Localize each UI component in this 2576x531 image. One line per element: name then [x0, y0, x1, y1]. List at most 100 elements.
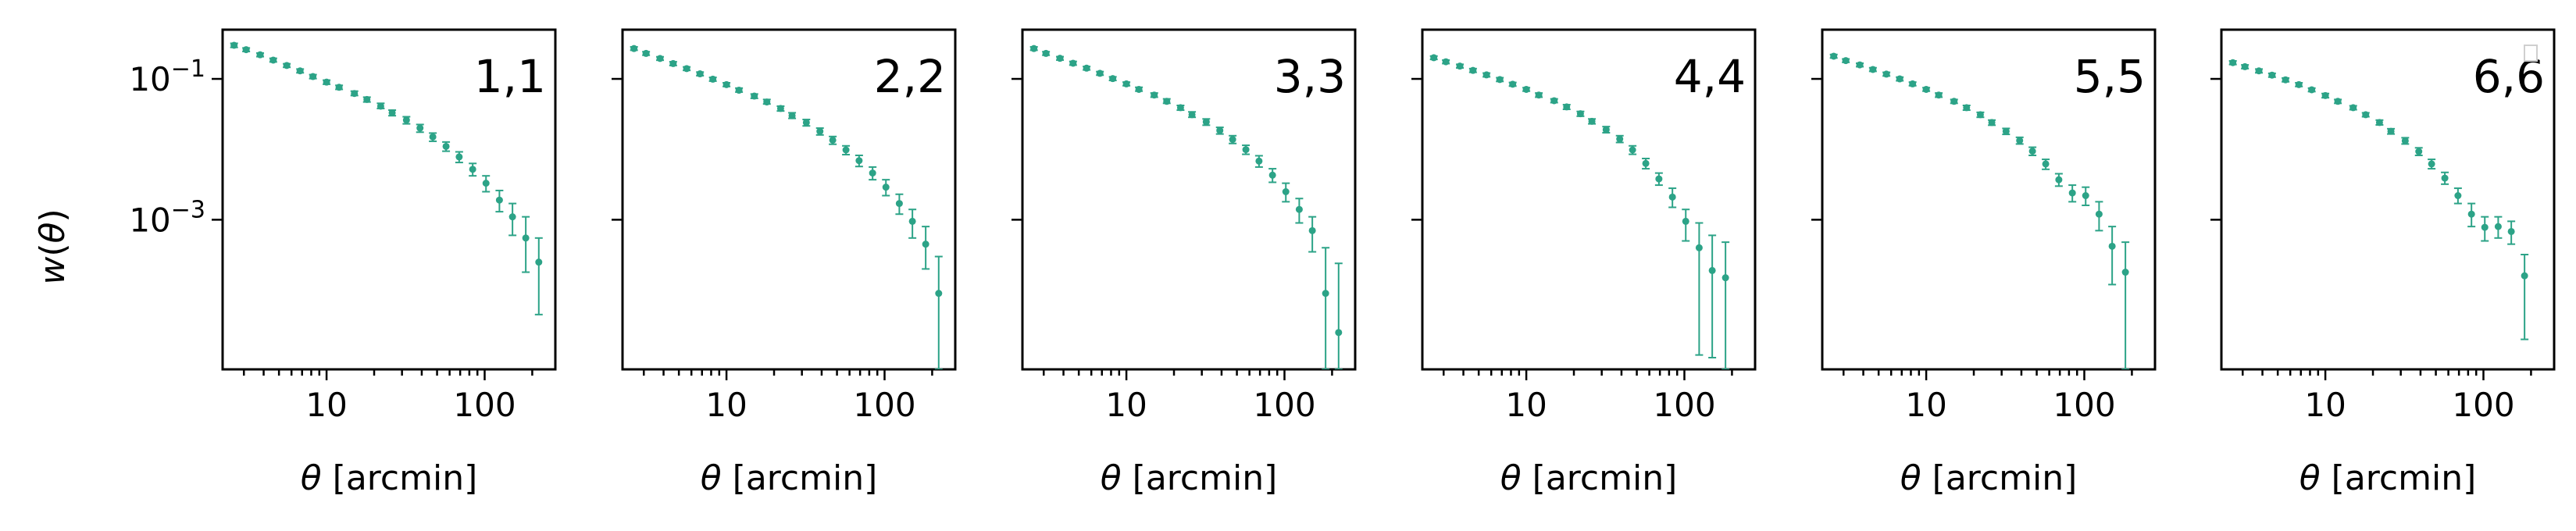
x-axis-label-theta: θ [1500, 458, 1522, 498]
data-marker [1109, 75, 1117, 83]
data-marker [776, 105, 784, 112]
data-point [1882, 70, 1891, 78]
x-axis-label: θ [arcmin] [1900, 458, 2078, 498]
data-point [2375, 119, 2384, 127]
data-point [242, 46, 251, 54]
data-marker [1188, 111, 1196, 119]
y-axis-label-close: ) [33, 208, 73, 222]
data-marker [1550, 97, 1558, 105]
data-point [630, 45, 638, 52]
data-point [1083, 64, 1091, 72]
x-axis-label: θ [arcmin] [1101, 458, 1278, 498]
data-point [1654, 172, 1663, 187]
data-marker [335, 84, 343, 91]
data-point [350, 90, 359, 98]
x-tick-label: 10 [2304, 386, 2346, 424]
data-marker [1535, 91, 1543, 99]
y-tick-label: 10−3 [129, 196, 205, 239]
data-point [1334, 262, 1343, 369]
data-point [2507, 220, 2516, 245]
data-marker [2042, 160, 2050, 168]
data-marker [230, 41, 238, 49]
x-axis-label-unit: [arcmin] [322, 458, 478, 498]
data-point [388, 109, 397, 117]
data-marker [1869, 66, 1877, 73]
data-marker [1708, 266, 1716, 274]
data-marker [1655, 175, 1663, 183]
data-marker [1896, 75, 1903, 83]
data-point [2349, 104, 2357, 112]
data-point [429, 132, 437, 142]
panel-label: 5,5 [2074, 50, 2146, 103]
data-series [2228, 59, 2529, 340]
data-point [1042, 49, 1051, 57]
data-point [283, 62, 291, 69]
data-point [815, 127, 824, 136]
data-point [1295, 198, 1304, 224]
data-point [1188, 111, 1197, 119]
x-axis-label-theta: θ [701, 458, 722, 498]
data-marker [1151, 91, 1158, 99]
data-point [230, 41, 238, 49]
data-point [256, 51, 265, 59]
data-marker [1563, 103, 1571, 111]
data-marker [482, 180, 490, 187]
data-marker [1229, 136, 1236, 144]
data-point [1629, 144, 1637, 155]
data-point [1308, 216, 1317, 253]
panel-4: 10 100 4,4 θ [arcmin] [1411, 28, 1757, 498]
data-marker [802, 119, 810, 127]
x-tick-label: 10 [1905, 386, 1946, 424]
data-marker [869, 169, 876, 177]
y-axis-label-open: ( [33, 243, 73, 256]
data-point [802, 119, 811, 127]
data-point [1868, 66, 1877, 73]
data-marker [2467, 210, 2475, 218]
data-point [416, 123, 424, 134]
data-marker [1963, 104, 1971, 112]
data-marker [2349, 104, 2357, 112]
data-marker [2454, 192, 2462, 200]
data-point [2228, 59, 2237, 66]
data-marker [429, 133, 437, 141]
data-point [1029, 45, 1038, 52]
data-marker [522, 234, 530, 242]
data-point [1108, 75, 1117, 83]
data-point [1268, 168, 1277, 184]
data-point [1056, 55, 1065, 62]
data-marker [376, 102, 384, 110]
data-point [1508, 80, 1517, 88]
data-marker [508, 213, 516, 221]
data-marker [1335, 329, 1343, 337]
data-point [2015, 136, 2024, 145]
data-point [1254, 155, 1263, 168]
data-marker [1255, 157, 1263, 165]
data-point [2042, 159, 2050, 170]
data-marker [1856, 61, 1864, 69]
data-marker [735, 87, 743, 94]
data-marker [1083, 64, 1090, 72]
data-marker [2082, 192, 2089, 200]
data-point [402, 116, 411, 125]
data-point [2267, 71, 2276, 79]
panel-3: 10 100 3,3 θ [arcmin] [1011, 28, 1357, 498]
data-point [442, 141, 451, 152]
data-marker [683, 65, 690, 73]
data-marker [2507, 227, 2515, 235]
data-marker [2362, 111, 2370, 119]
data-marker [1842, 57, 1850, 65]
legend-box [2524, 45, 2538, 62]
x-tick-label: 100 [1653, 386, 1715, 424]
data-marker [2308, 86, 2316, 94]
data-point [1176, 104, 1185, 112]
data-marker [788, 112, 796, 119]
data-marker [922, 241, 929, 248]
data-marker [2255, 67, 2263, 75]
data-marker [2229, 59, 2237, 66]
data-point [1229, 134, 1237, 144]
data-marker [1695, 244, 1703, 251]
panel-label: 3,3 [1274, 50, 1346, 103]
y-tick-base: 10 [129, 60, 170, 98]
data-marker [455, 153, 463, 161]
